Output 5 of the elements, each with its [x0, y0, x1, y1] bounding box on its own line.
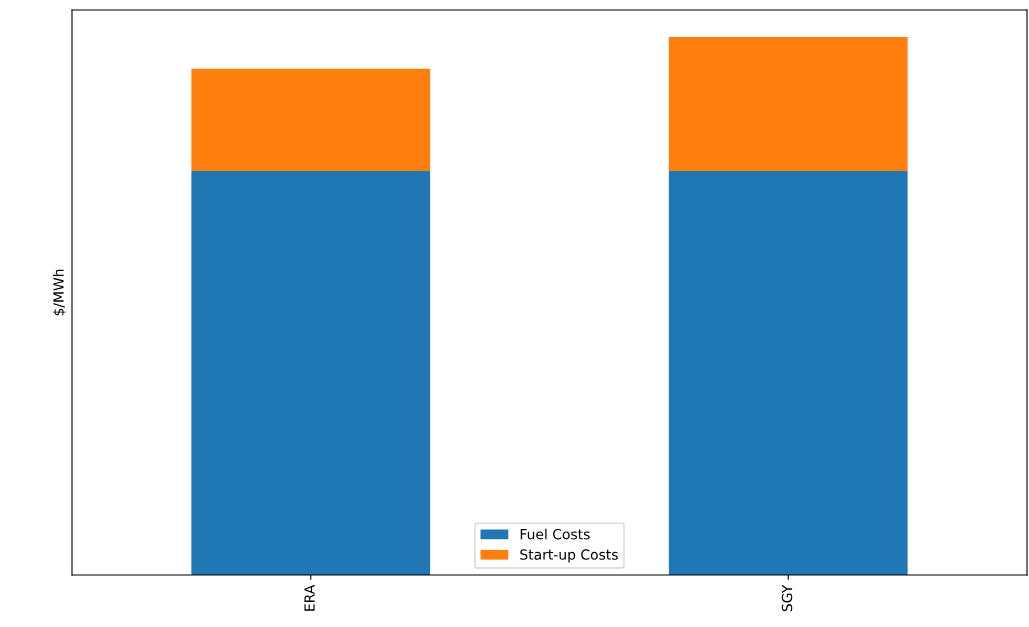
legend-label: Start-up Costs: [520, 549, 618, 563]
x-tick-label: ERA: [304, 584, 315, 611]
x-tick-label: SGY: [781, 584, 793, 612]
legend-label: Fuel Costs: [520, 528, 590, 540]
y-axis-title: $/MWh: [53, 269, 66, 316]
